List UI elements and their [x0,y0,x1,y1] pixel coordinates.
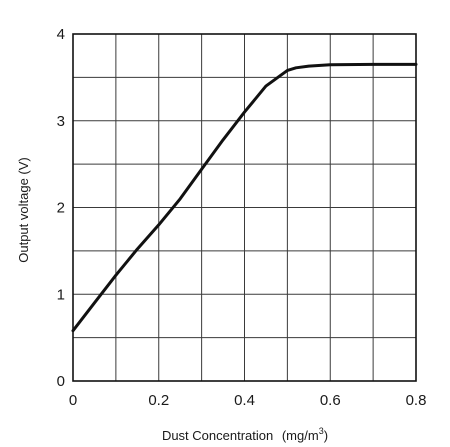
tick-labels: 0 0.2 0.4 0.6 0.8 0 1 2 3 4 [57,26,427,409]
y-tick-label: 0 [57,373,65,390]
x-axis-label-unit-suffix: ) [324,428,328,443]
x-axis-label-unit-prefix: (mg/m [282,428,319,443]
x-axis-label-main: Dust Concentration [162,428,273,443]
x-tick-label: 0.8 [406,392,427,409]
x-axis-label-unit-exp: 3 [319,426,324,436]
x-tick-label: 0.2 [148,392,169,409]
y-tick-label: 3 [57,113,65,130]
plot-border [72,33,417,382]
x-axis-label: Dust Concentration (mg/m3) [162,426,328,443]
y-tick-label: 4 [57,26,65,43]
grid [73,34,416,381]
plot-frame [72,33,417,382]
y-axis-label: Output voltage (V) [16,157,31,263]
x-tick-label: 0.4 [234,392,255,409]
series-layer [71,62,418,333]
x-tick-label: 0 [69,392,77,409]
x-tick-label: 0.6 [320,392,341,409]
y-tick-label: 2 [57,200,65,217]
series-line [71,62,418,333]
y-tick-label: 1 [57,286,65,303]
